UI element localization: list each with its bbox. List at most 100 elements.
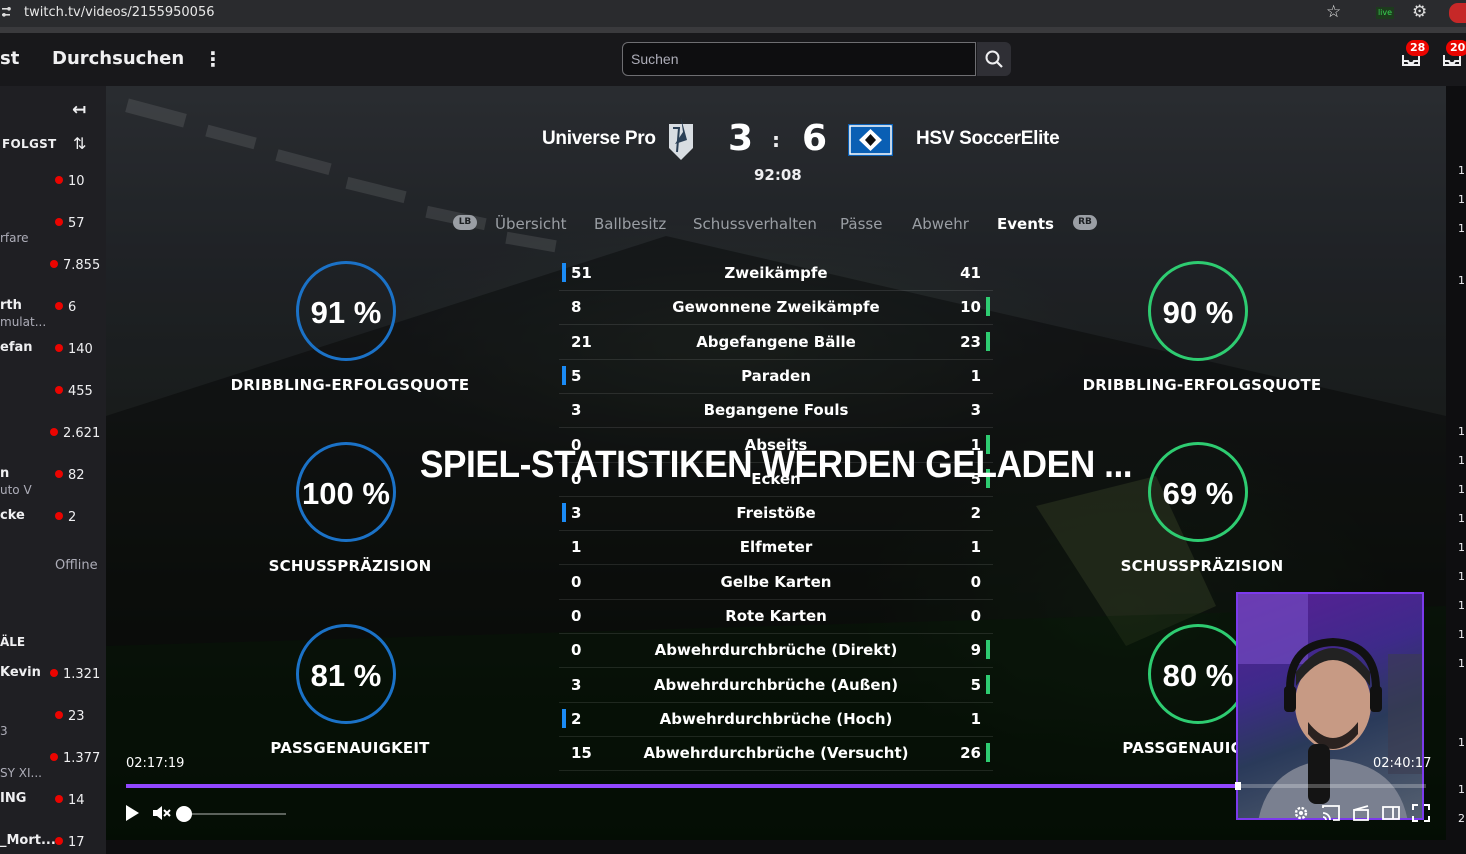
away-lead-bar — [986, 297, 990, 317]
stat-away-value: 10 — [960, 298, 981, 317]
stat-home-value: 15 — [571, 744, 592, 763]
home-team-crest-icon — [669, 118, 693, 160]
stat-row: 3 Abwehrdurchbrüche (Außen) 5 — [559, 668, 993, 703]
play-icon[interactable] — [124, 804, 140, 822]
address-url[interactable]: twitch.tv/videos/2155950056 — [24, 5, 215, 20]
followed-heading: FOLGST — [2, 137, 57, 151]
extension-gear-icon[interactable]: ⚙ — [1412, 2, 1428, 22]
home-lead-bar — [562, 263, 566, 282]
muted-volume-icon[interactable] — [152, 804, 172, 822]
away-team-crest-icon — [848, 124, 893, 156]
seek-bar[interactable] — [126, 782, 1426, 790]
stat-row: 0 Rote Karten 0 — [559, 599, 993, 634]
sort-icon[interactable]: ⇅ — [73, 134, 87, 153]
tab-shooting[interactable]: Schussverhalten — [693, 215, 817, 233]
nav-browse-link[interactable]: Durchsuchen — [52, 48, 185, 69]
viewer-count: 82 — [55, 468, 85, 483]
elapsed-time: 02:17:19 — [126, 756, 185, 771]
chat-timestamp: 1: — [1458, 483, 1466, 496]
home-dribbling-ring — [296, 261, 396, 361]
seek-bar-handle[interactable] — [1234, 782, 1241, 790]
search-button[interactable] — [977, 42, 1011, 76]
stat-label: Freistöße — [736, 504, 816, 523]
home-dribbling-value: 91 % — [310, 295, 382, 330]
tab-possession[interactable]: Ballbesitz — [594, 215, 667, 233]
viewer-count: 10 — [55, 174, 85, 189]
extension-red-icon[interactable] — [1449, 3, 1466, 23]
collapse-sidebar-icon[interactable]: ↤ — [72, 100, 87, 120]
chat-timestamp: 1: — [1458, 164, 1466, 177]
theatre-mode-icon[interactable] — [1382, 804, 1400, 822]
viewer-count: 14 — [55, 793, 85, 808]
site-settings-icon[interactable] — [2, 6, 12, 18]
home-dribbling-label: DRIBBLING-ERFOLGSQUOTE — [230, 376, 470, 394]
settings-gear-icon[interactable] — [1292, 804, 1310, 822]
followed-channels-sidebar: ↤ FOLGST ⇅ 10 57 rfare 7.855 rth 6 mulat… — [0, 86, 106, 854]
stat-home-value: 0 — [571, 572, 582, 591]
home-pass-accuracy-value: 81 % — [310, 658, 382, 693]
clip-icon[interactable] — [1352, 804, 1370, 822]
stat-label: Paraden — [741, 366, 811, 385]
recommended-heading: ÄLE — [0, 635, 26, 649]
browser-divider — [0, 27, 1466, 33]
stat-away-value: 3 — [970, 401, 981, 420]
stat-row: 0 Abseits 1 — [559, 428, 993, 463]
stat-row: 21 Abgefangene Bälle 23 — [559, 325, 993, 360]
stat-home-value: 1 — [571, 538, 582, 557]
webcam-image — [1238, 594, 1422, 818]
away-lead-bar — [986, 674, 990, 694]
channel-category: uto V — [0, 483, 32, 497]
home-score: 3 — [728, 118, 754, 159]
tab-overview[interactable]: Übersicht — [495, 215, 567, 233]
away-shot-accuracy-label: SCHUSSPRÄZISION — [1120, 557, 1284, 575]
stat-home-value: 21 — [571, 332, 592, 351]
stat-label: Abwehrdurchbrüche (Außen) — [653, 675, 899, 694]
stat-label: Gewonnene Zweikämpfe — [672, 298, 880, 317]
chat-timestamp: 1: — [1458, 628, 1466, 641]
tab-defense[interactable]: Abwehr — [912, 215, 969, 233]
cast-icon[interactable] — [1322, 804, 1340, 822]
tab-passes[interactable]: Pässe — [840, 215, 883, 233]
viewer-count: 2 — [55, 510, 76, 525]
away-dribbling-label: DRIBBLING-ERFOLGSQUOTE — [1082, 376, 1322, 394]
channel-name: cke — [0, 508, 25, 523]
more-menu-icon[interactable]: ⋮ — [203, 47, 223, 71]
bookmark-star-icon[interactable]: ☆ — [1326, 2, 1342, 22]
lb-button-hint: LB — [453, 215, 477, 230]
stat-label: Zweikämpfe — [724, 264, 828, 282]
home-lead-bar — [562, 708, 566, 728]
extension-icon[interactable]: live — [1376, 7, 1394, 19]
stat-home-value: 51 — [571, 264, 592, 282]
viewer-count: 6 — [55, 300, 76, 315]
stat-away-value: 1 — [970, 435, 981, 454]
viewer-count: 23 — [55, 709, 85, 724]
stat-label: Abwehrdurchbrüche (Versucht) — [643, 744, 909, 763]
rb-button-hint: RB — [1073, 215, 1097, 230]
search-input[interactable] — [622, 42, 976, 76]
away-pass-accuracy-value: 80 % — [1162, 658, 1234, 693]
tab-events[interactable]: Events — [997, 215, 1054, 233]
away-score: 6 — [802, 118, 828, 159]
fullscreen-icon[interactable] — [1412, 804, 1430, 822]
away-lead-bar — [986, 743, 990, 763]
stat-away-value: 1 — [970, 538, 981, 557]
video-player[interactable]: Universe Pro 3 : 6 HSV SoccerElite 92:08… — [106, 86, 1446, 840]
score-separator: : — [772, 128, 780, 152]
stat-away-value: 0 — [970, 572, 981, 591]
inbox-badge: 20 — [1446, 40, 1466, 56]
viewer-count: 7.855 — [50, 258, 100, 273]
stat-row: 5 Paraden 1 — [559, 359, 993, 394]
browser-address-bar: twitch.tv/videos/2155950056 ☆ live ⚙ — [0, 0, 1466, 27]
volume-slider[interactable] — [176, 806, 286, 822]
chat-timestamp: 1: — [1458, 599, 1466, 612]
volume-handle[interactable] — [176, 806, 192, 822]
inbox-icon[interactable] — [1441, 47, 1463, 69]
channel-name: rth — [0, 298, 22, 313]
notifications-icon[interactable] — [1400, 47, 1422, 69]
nav-following-link[interactable]: st — [0, 48, 20, 69]
stat-away-value: 9 — [970, 641, 981, 660]
chat-timestamp: 1: — [1458, 541, 1466, 554]
away-dribbling-value: 90 % — [1162, 295, 1234, 330]
stat-home-value: 3 — [571, 675, 582, 694]
below-player-strip — [106, 840, 1446, 854]
